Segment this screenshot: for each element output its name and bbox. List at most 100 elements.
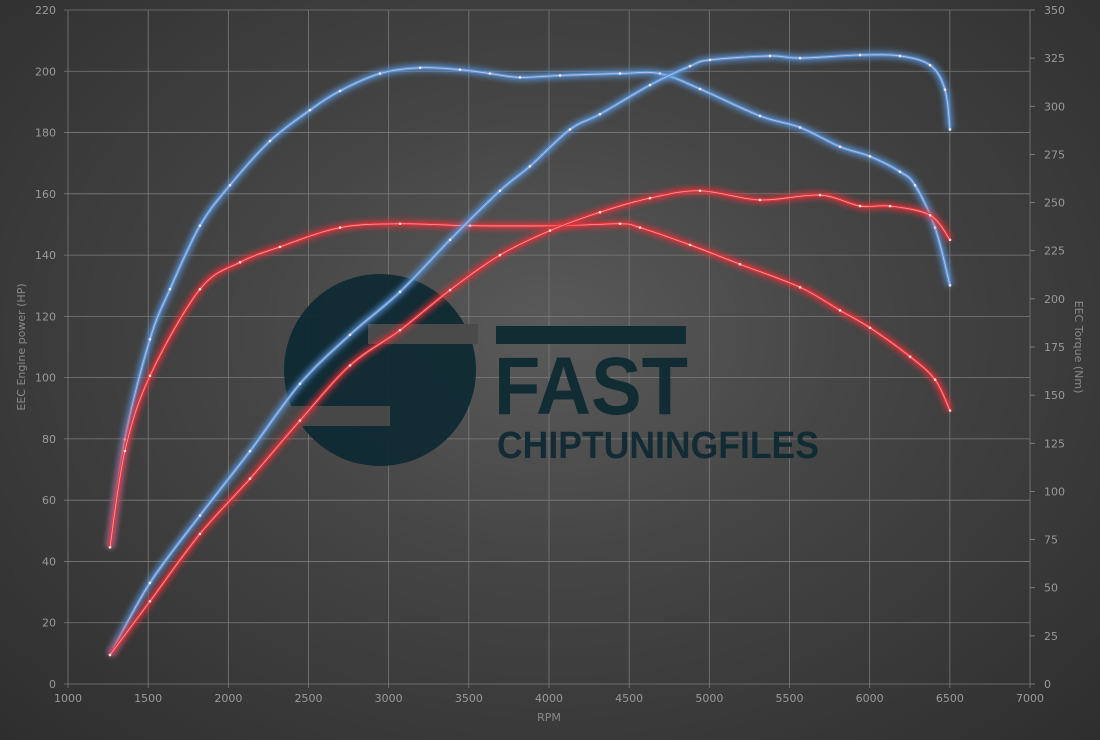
data-point bbox=[708, 58, 712, 62]
data-point bbox=[638, 226, 642, 229]
data-point bbox=[838, 309, 842, 312]
logo-bar bbox=[496, 326, 686, 344]
data-point bbox=[348, 364, 352, 367]
y-right-tick-label: 325 bbox=[1044, 52, 1065, 65]
data-point bbox=[448, 288, 452, 292]
data-point bbox=[838, 145, 842, 149]
y-right-tick-label: 300 bbox=[1044, 100, 1065, 113]
data-point bbox=[198, 224, 202, 227]
watermark-logo: FAST CHIPTUNINGFILES bbox=[282, 274, 819, 467]
data-point bbox=[758, 198, 762, 202]
y-right-tick-label: 350 bbox=[1044, 4, 1065, 17]
data-point bbox=[698, 87, 702, 91]
data-point bbox=[558, 74, 562, 77]
data-point bbox=[943, 88, 947, 91]
data-point bbox=[338, 226, 342, 229]
y-right-tick-label: 125 bbox=[1044, 437, 1065, 450]
data-point bbox=[198, 532, 202, 536]
data-point bbox=[888, 204, 892, 208]
data-point bbox=[908, 355, 912, 358]
data-point bbox=[268, 139, 272, 143]
data-point bbox=[913, 183, 917, 187]
data-point bbox=[108, 545, 112, 549]
data-point bbox=[898, 170, 902, 174]
data-point bbox=[398, 222, 402, 226]
data-point bbox=[168, 287, 172, 291]
y-right-tick-label: 275 bbox=[1044, 148, 1065, 161]
data-point bbox=[798, 56, 802, 60]
logo-subtitle-text: CHIPTUNINGFILES bbox=[497, 425, 819, 467]
data-point bbox=[618, 72, 622, 75]
data-point bbox=[238, 260, 242, 264]
series-2-power bbox=[106, 51, 954, 657]
x-tick-label: 7000 bbox=[1016, 692, 1044, 705]
data-point bbox=[868, 155, 872, 158]
logo-s-cut-top bbox=[368, 324, 478, 344]
y-left-tick-label: 80 bbox=[42, 433, 56, 446]
data-point bbox=[248, 477, 252, 481]
ticks: 1000 1500 2000 2500 3000 3500 4000 4500 5000 5500… bbox=[35, 4, 1065, 705]
x-tick-label: 1000 bbox=[54, 692, 82, 705]
y-right-tick-label: 150 bbox=[1044, 389, 1065, 402]
data-point bbox=[658, 72, 662, 75]
data-point bbox=[123, 449, 127, 453]
data-point bbox=[378, 72, 382, 75]
data-point bbox=[228, 183, 232, 187]
data-point bbox=[818, 193, 822, 197]
data-point bbox=[688, 243, 692, 247]
data-point bbox=[688, 64, 692, 68]
data-point bbox=[108, 653, 112, 657]
data-point bbox=[798, 126, 802, 129]
data-point bbox=[738, 262, 742, 266]
data-point bbox=[278, 245, 282, 249]
data-point bbox=[148, 581, 152, 585]
x-tick-label: 6000 bbox=[856, 692, 884, 705]
data-point bbox=[498, 253, 502, 257]
y-left-tick-label: 200 bbox=[35, 65, 56, 78]
x-tick-label: 3000 bbox=[375, 692, 403, 705]
data-point bbox=[458, 68, 462, 71]
y-axis-left-label: EEC Engine power (HP) bbox=[15, 283, 28, 410]
logo-fast-text: FAST bbox=[494, 341, 688, 432]
y-left-tick-label: 100 bbox=[35, 372, 56, 385]
series-3-power bbox=[107, 187, 953, 657]
data-point bbox=[598, 210, 602, 214]
x-tick-label: 5000 bbox=[695, 692, 723, 705]
data-point bbox=[548, 229, 552, 232]
data-point bbox=[488, 72, 492, 75]
y-right-tick-label: 250 bbox=[1044, 197, 1065, 210]
data-point bbox=[858, 53, 862, 57]
data-point bbox=[518, 76, 522, 79]
series-line bbox=[108, 66, 952, 548]
series-core bbox=[109, 67, 951, 548]
y-left-tick-label: 180 bbox=[35, 127, 56, 140]
y-right-tick-label: 50 bbox=[1044, 582, 1058, 595]
x-axis-label: RPM bbox=[537, 711, 561, 724]
data-point bbox=[198, 514, 202, 517]
data-point bbox=[768, 54, 772, 58]
data-point bbox=[148, 337, 152, 341]
x-tick-label: 2000 bbox=[214, 692, 242, 705]
data-point bbox=[398, 290, 402, 294]
data-point bbox=[598, 112, 602, 116]
y-axis-right-label: EEC Torque (Nm) bbox=[1072, 301, 1085, 394]
data-point bbox=[648, 196, 652, 200]
data-point bbox=[948, 284, 952, 287]
curves bbox=[106, 51, 954, 657]
data-point bbox=[498, 189, 502, 193]
y-left-tick-label: 120 bbox=[35, 310, 56, 323]
y-left-tick-label: 0 bbox=[49, 678, 56, 691]
data-point bbox=[648, 83, 652, 87]
y-left-tick-label: 160 bbox=[35, 188, 56, 201]
data-point bbox=[948, 128, 952, 131]
series-0-torque bbox=[106, 64, 954, 549]
y-right-tick-label: 100 bbox=[1044, 485, 1065, 498]
y-right-tick-label: 225 bbox=[1044, 245, 1065, 258]
x-tick-label: 2500 bbox=[295, 692, 323, 705]
data-point bbox=[418, 66, 422, 70]
data-point bbox=[933, 226, 937, 229]
data-point bbox=[933, 378, 937, 382]
x-tick-label: 3500 bbox=[455, 692, 483, 705]
data-point bbox=[298, 382, 302, 386]
